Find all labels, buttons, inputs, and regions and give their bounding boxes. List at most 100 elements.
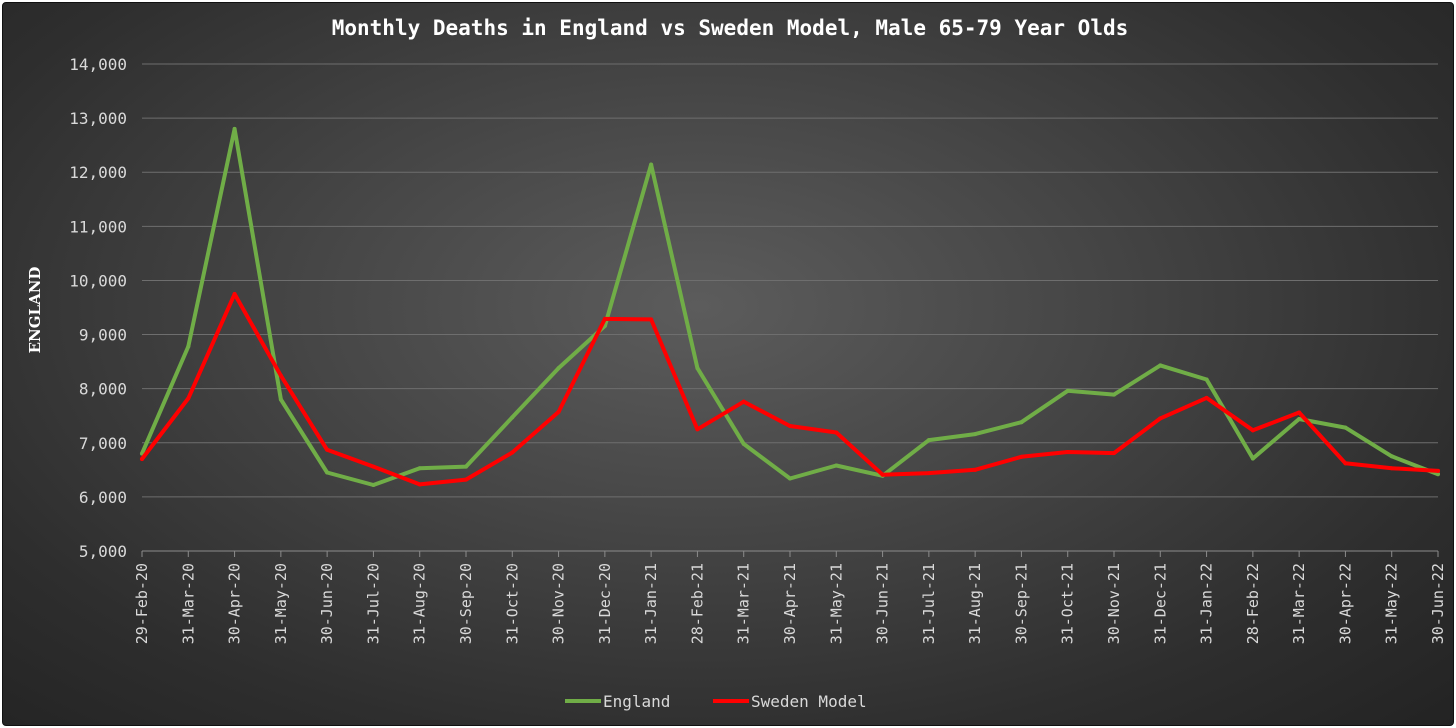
data-point	[278, 373, 283, 378]
data-point	[371, 464, 376, 469]
data-point	[232, 291, 237, 296]
x-tick-label: 31-May-21	[827, 563, 845, 644]
y-tick-label: 12,000	[69, 163, 127, 182]
data-point	[649, 317, 654, 322]
data-point	[926, 471, 931, 476]
x-tick-label: 31-Jan-22	[1198, 563, 1216, 644]
x-tick-label: 30-Sep-20	[457, 563, 475, 644]
data-point	[1019, 454, 1024, 459]
data-point	[464, 477, 468, 482]
y-axis-label: ENGLAND	[26, 267, 44, 354]
x-tick-label: 30-Nov-20	[550, 563, 568, 644]
x-tick-label: 30-Sep-21	[1012, 563, 1030, 644]
data-point	[1019, 420, 1024, 425]
data-point	[973, 467, 978, 472]
y-tick-label: 10,000	[69, 271, 127, 290]
x-tick-label: 31-Mar-22	[1290, 563, 1308, 644]
series-lines	[140, 126, 1440, 487]
y-tick-label: 6,000	[79, 488, 127, 507]
data-point	[417, 482, 422, 487]
data-point	[556, 366, 561, 371]
x-tick-label: 31-May-20	[272, 563, 290, 644]
data-point	[1436, 472, 1440, 477]
data-point	[1389, 454, 1394, 459]
data-point	[1065, 388, 1070, 393]
x-tick-label: 30-Apr-22	[1336, 563, 1354, 644]
x-tick-label: 31-Mar-20	[179, 563, 197, 644]
y-tick-label: 7,000	[79, 434, 127, 453]
y-tick-label: 11,000	[69, 217, 127, 236]
data-point	[788, 424, 792, 429]
y-axis-ticks: 5,000 6,000 7,000 8,000 9,000 10,000 11,000 12,…	[69, 55, 127, 561]
data-point	[371, 482, 376, 487]
chart-title: Monthly Deaths in England vs Sweden Mode…	[332, 16, 1129, 40]
legend: England Sweden Model	[565, 692, 867, 711]
x-tick-label: 30-Nov-21	[1105, 563, 1123, 644]
data-point	[741, 399, 746, 404]
data-point	[880, 472, 885, 477]
x-tick-label: 31-Dec-20	[596, 563, 614, 644]
data-point	[1389, 466, 1394, 471]
x-tick-label: 31-Jul-21	[920, 563, 938, 644]
x-tick-label: 31-Aug-21	[966, 563, 984, 644]
data-point	[926, 438, 931, 443]
data-point	[1343, 461, 1348, 466]
x-tick-label: 30-Jun-22	[1429, 563, 1447, 644]
data-point	[232, 126, 237, 131]
data-point	[1250, 428, 1255, 433]
gridlines	[142, 63, 1438, 552]
series-line	[140, 292, 1440, 487]
chart-svg: Monthly Deaths in England vs Sweden Mode…	[26, 16, 1447, 711]
data-point	[1158, 363, 1163, 368]
x-tick-label: 31-Oct-21	[1059, 563, 1077, 644]
y-tick-label: 9,000	[79, 326, 127, 345]
data-point	[1250, 456, 1255, 461]
data-point	[834, 463, 839, 468]
data-point	[464, 464, 468, 469]
x-tick-label: 31-Mar-21	[735, 563, 753, 644]
x-tick-label: 31-Oct-20	[503, 563, 521, 644]
data-point	[1112, 451, 1116, 456]
data-point	[741, 441, 746, 446]
data-point	[973, 432, 978, 437]
data-point	[186, 344, 191, 349]
x-tick-label: 28-Feb-21	[688, 563, 706, 644]
series-sweden-model	[140, 291, 1440, 487]
data-point	[834, 430, 839, 435]
x-tick-label: 30-Apr-20	[226, 563, 244, 644]
x-tick-label: 30-Jun-20	[318, 563, 336, 644]
x-tick-label: 30-Jun-21	[874, 563, 892, 644]
x-tick-label: 31-Dec-21	[1151, 563, 1169, 644]
data-point	[1158, 416, 1163, 421]
legend-label: England	[603, 692, 670, 711]
x-axis: 29-Feb-20 31-Mar-20 30-Apr-20 31-May-20 30-J…	[133, 550, 1447, 644]
y-tick-label: 5,000	[79, 542, 127, 561]
data-point	[1343, 425, 1348, 430]
data-point	[325, 470, 330, 475]
x-tick-label: 31-Jul-20	[364, 563, 382, 644]
y-tick-label: 13,000	[69, 109, 127, 128]
x-tick-label: 31-May-22	[1383, 563, 1401, 644]
y-tick-label: 8,000	[79, 380, 127, 399]
legend-label: Sweden Model	[751, 692, 867, 711]
data-point	[278, 397, 283, 402]
data-point	[602, 316, 607, 321]
series-england	[140, 126, 1440, 487]
data-point	[510, 450, 515, 455]
data-point	[649, 162, 654, 167]
data-point	[695, 366, 700, 371]
x-tick-label: 31-Aug-20	[411, 563, 429, 644]
data-point	[556, 409, 561, 414]
data-point	[186, 396, 191, 401]
data-point	[1297, 410, 1302, 415]
data-point	[417, 466, 422, 471]
data-point	[1112, 392, 1116, 397]
series-line	[140, 126, 1440, 487]
x-tick-label: 31-Jan-21	[642, 563, 660, 644]
x-tick-label: 29-Feb-20	[133, 563, 151, 644]
data-point	[510, 415, 515, 420]
data-point	[1065, 449, 1070, 454]
x-tick-label: 28-Feb-22	[1244, 563, 1262, 644]
data-point	[1297, 416, 1302, 421]
data-point	[1204, 395, 1209, 400]
